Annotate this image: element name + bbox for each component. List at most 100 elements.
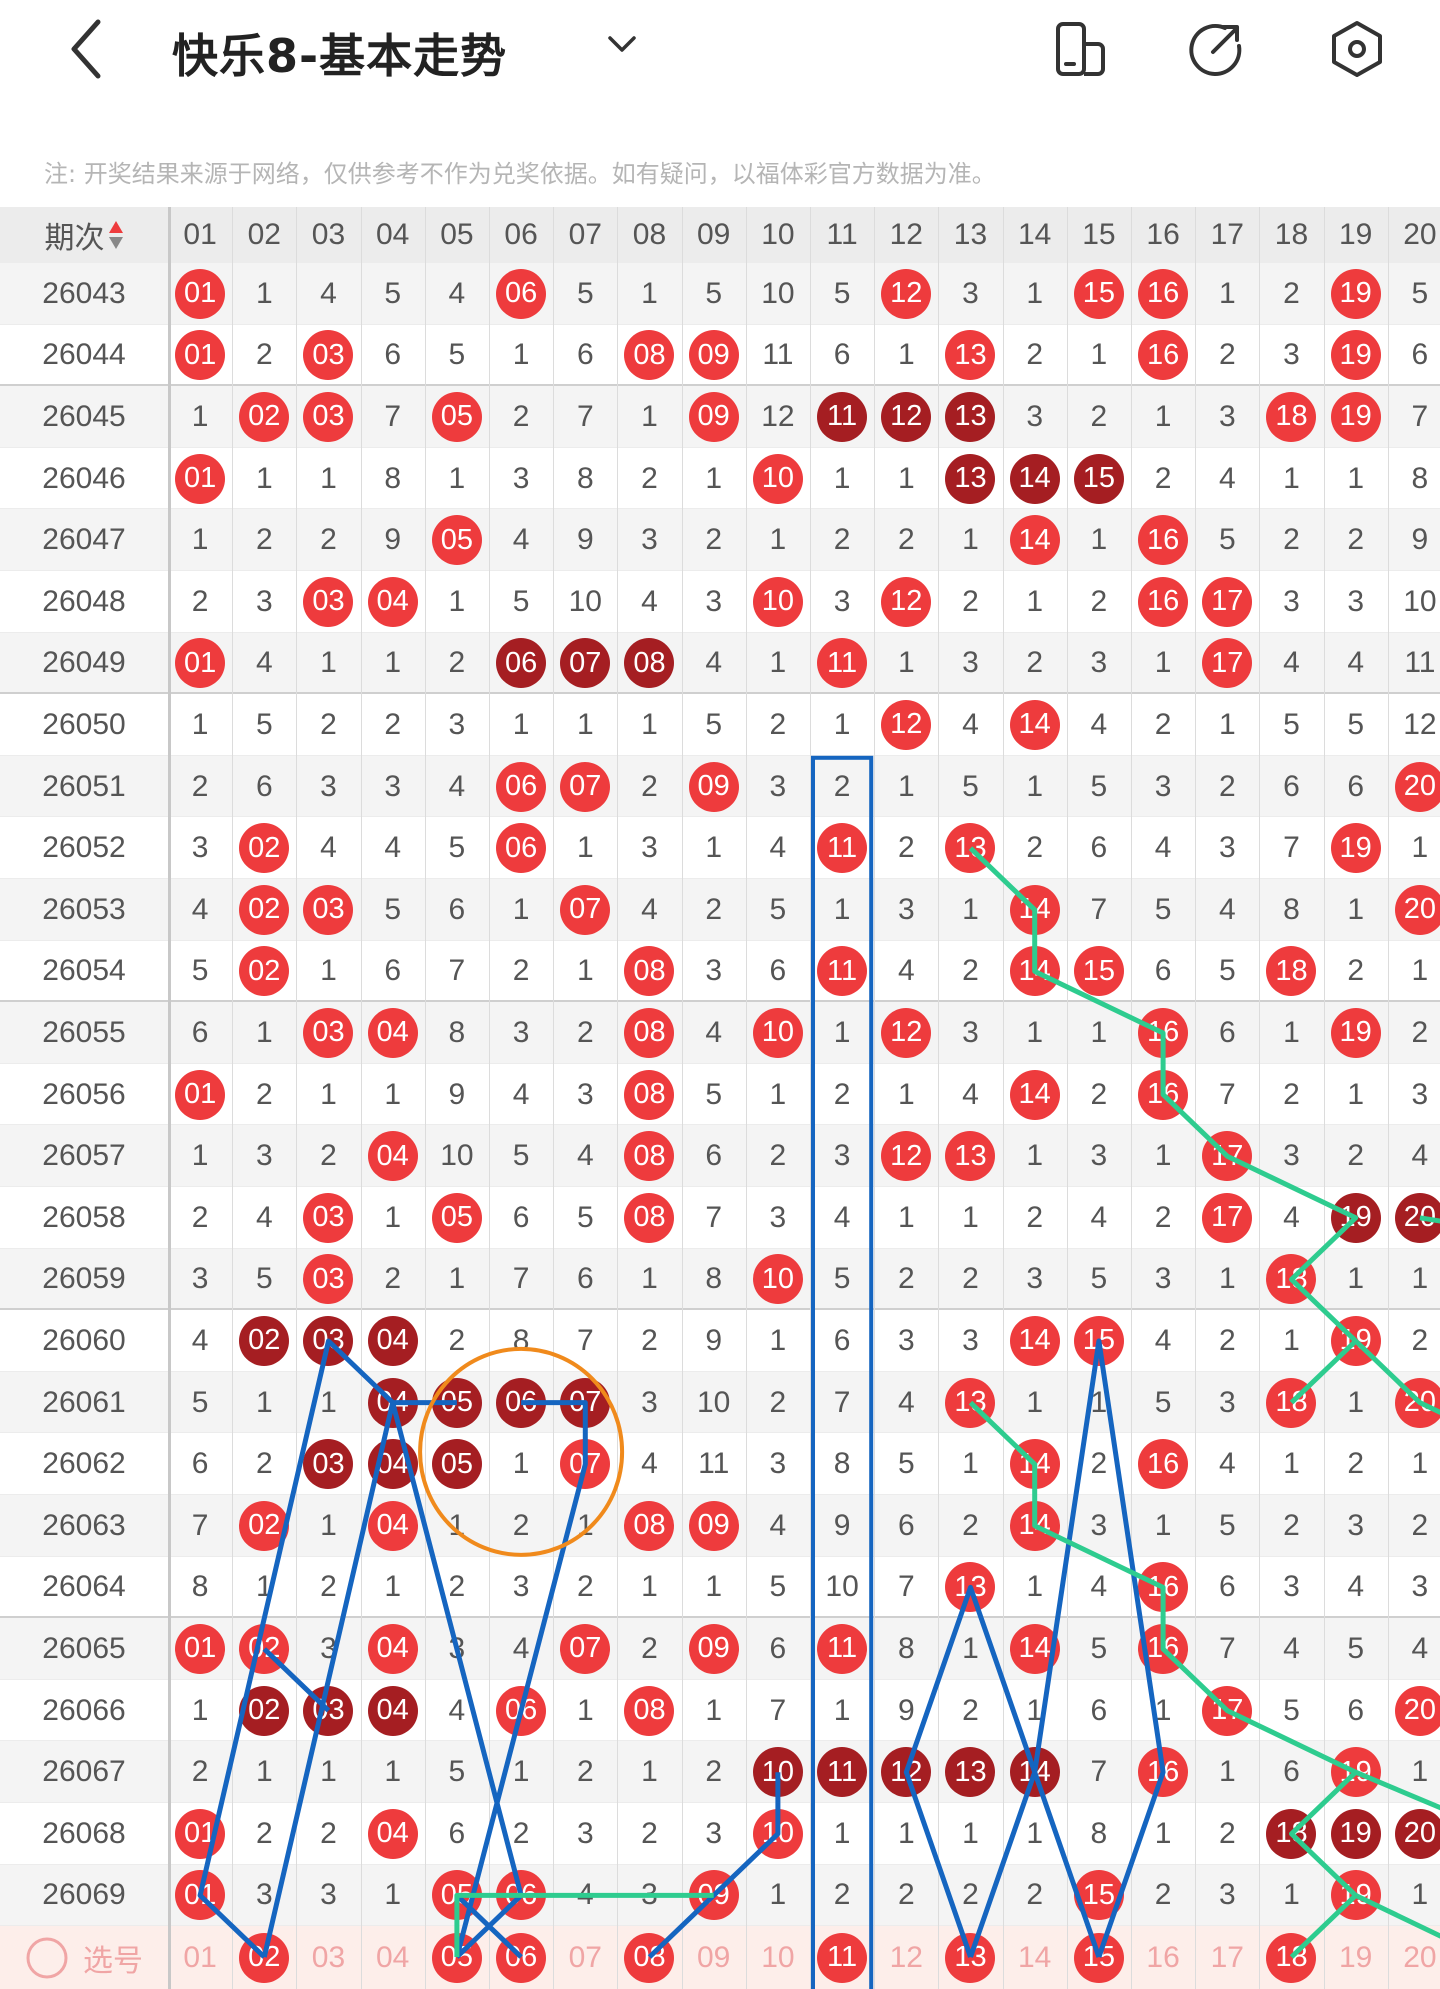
omission-cell: 4 <box>384 831 402 865</box>
pick-number-17[interactable]: 17 <box>1195 1926 1259 1989</box>
pick-number-09[interactable]: 09 <box>682 1926 746 1989</box>
pick-number-20[interactable]: 20 <box>1388 1926 1440 1989</box>
omission-cell: 3 <box>1090 646 1108 680</box>
omission-cell: 3 <box>512 461 530 495</box>
pick-number-14[interactable]: 14 <box>1003 1926 1067 1989</box>
period-cell: 26065 <box>42 1631 126 1665</box>
selected-number-ball[interactable]: 13 <box>945 1932 996 1983</box>
pick-number-04[interactable]: 04 <box>361 1926 425 1989</box>
omission-cell: 12 <box>1403 707 1437 741</box>
draw-number-cell: 02 <box>232 386 296 448</box>
column-divider <box>168 207 171 1989</box>
pick-number-02[interactable]: 02 <box>232 1926 296 1989</box>
omission-cell: 1 <box>705 1693 723 1727</box>
omission-cell: 1 <box>448 461 466 495</box>
draw-number-cell: 20 <box>1388 1187 1440 1249</box>
selected-number-ball[interactable]: 08 <box>624 1932 675 1983</box>
select-number-toggle[interactable]: 选号 <box>0 1926 168 1989</box>
pick-number-15[interactable]: 15 <box>1067 1926 1131 1989</box>
omission-cell: 4 <box>448 769 466 803</box>
omission-cell: 4 <box>320 276 337 310</box>
pick-number-07[interactable]: 07 <box>553 1926 617 1989</box>
omission-cell: 1 <box>1090 338 1108 372</box>
pick-number-08[interactable]: 08 <box>617 1926 681 1989</box>
draw-number-cell: 19 <box>1324 1803 1388 1865</box>
period-header[interactable]: 期次 <box>0 207 168 263</box>
pick-number-18[interactable]: 18 <box>1259 1926 1323 1989</box>
period-cell: 26068 <box>42 1816 126 1850</box>
pick-number-06[interactable]: 06 <box>489 1926 553 1989</box>
pick-number-16[interactable]: 16 <box>1131 1926 1195 1989</box>
page-title[interactable]: 快乐8-基本走势 <box>172 29 508 83</box>
selected-number-ball[interactable]: 06 <box>496 1932 547 1983</box>
omission-cell: 4 <box>512 523 530 557</box>
omission-cell: 1 <box>1347 892 1365 926</box>
omission-cell: 5 <box>705 707 723 741</box>
drawn-number-ball: 04 <box>367 1131 418 1182</box>
pick-number-13[interactable]: 13 <box>938 1926 1002 1989</box>
draw-number-cell: 09 <box>682 756 746 818</box>
sort-icon[interactable] <box>108 220 124 250</box>
omission-cell: 3 <box>255 1139 273 1173</box>
phone-rotate-icon[interactable] <box>1052 20 1110 78</box>
omission-cell: 1 <box>576 831 594 865</box>
pick-number-19[interactable]: 19 <box>1324 1926 1388 1989</box>
omission-cell: 1 <box>1026 1139 1044 1173</box>
drawn-number-ball: 11 <box>817 1623 868 1674</box>
omission-cell: 5 <box>191 1385 209 1419</box>
omission-cell: 6 <box>1283 769 1300 803</box>
omission-cell: 4 <box>1283 1200 1300 1234</box>
omission-cell: 10 <box>568 584 602 618</box>
table-row: 26063 7 02 1 04 1 2 1 08 09 4 9 6 2 14 3 1 5 2 3 2 <box>0 1495 1440 1557</box>
drawn-number-ball: 01 <box>175 1069 226 1120</box>
pick-number-03[interactable]: 03 <box>296 1926 360 1989</box>
draw-number-cell: 19 <box>1324 1865 1388 1927</box>
selected-number-ball[interactable]: 15 <box>1073 1932 1124 1983</box>
omission-cell: 5 <box>1090 769 1108 803</box>
omission-cell: 1 <box>705 1570 723 1604</box>
omission-cell: 2 <box>576 1015 594 1049</box>
chevron-left-icon[interactable] <box>62 18 112 80</box>
settings-icon[interactable] <box>1328 20 1386 78</box>
period-cell: 26066 <box>42 1693 126 1727</box>
pick-number-10[interactable]: 10 <box>746 1926 810 1989</box>
chevron-down-icon[interactable] <box>605 32 639 56</box>
omission-cell: 1 <box>1283 1015 1300 1049</box>
omission-cell: 3 <box>769 1200 787 1234</box>
omission-cell: 3 <box>1154 769 1172 803</box>
omission-cell: 1 <box>641 399 658 433</box>
consecutive-number-ball: 12 <box>881 391 932 442</box>
share-icon[interactable] <box>1187 20 1245 78</box>
omission-cell: 1 <box>641 1262 658 1296</box>
selected-number-ball[interactable]: 05 <box>431 1932 482 1983</box>
omission-cell: 1 <box>1026 1015 1044 1049</box>
drawn-number-ball: 07 <box>560 1439 611 1490</box>
omission-cell: 3 <box>1283 584 1300 618</box>
omission-cell: 1 <box>1154 399 1172 433</box>
omission-cell: 4 <box>769 1508 787 1542</box>
drawn-number-ball: 16 <box>1138 268 1189 319</box>
pick-number-01[interactable]: 01 <box>168 1926 232 1989</box>
draw-number-cell: 19 <box>1324 263 1388 325</box>
selected-number-ball[interactable]: 18 <box>1266 1932 1317 1983</box>
pick-number-05[interactable]: 05 <box>425 1926 489 1989</box>
omission-cell: 4 <box>962 707 979 741</box>
consecutive-number-ball: 06 <box>496 638 547 689</box>
drawn-number-ball: 05 <box>431 1192 482 1243</box>
selected-number-ball[interactable]: 02 <box>239 1932 290 1983</box>
pick-number-11[interactable]: 11 <box>810 1926 874 1989</box>
column-divider <box>874 207 876 1989</box>
draw-number-cell: 15 <box>1067 941 1131 1003</box>
column-header-19: 19 <box>1339 218 1373 251</box>
omission-cell: 2 <box>448 1570 466 1604</box>
circle-radio-icon[interactable] <box>25 1936 69 1980</box>
omission-cell: 7 <box>512 1262 530 1296</box>
period-cell: 26058 <box>42 1200 126 1234</box>
period-cell: 26045 <box>42 399 126 433</box>
drawn-number-ball: 04 <box>367 1500 418 1551</box>
selected-number-ball[interactable]: 11 <box>817 1932 868 1983</box>
omission-cell: 5 <box>962 769 979 803</box>
pick-number-label: 12 <box>889 1940 923 1974</box>
drawn-number-ball: 08 <box>624 1007 675 1058</box>
pick-number-12[interactable]: 12 <box>874 1926 938 1989</box>
